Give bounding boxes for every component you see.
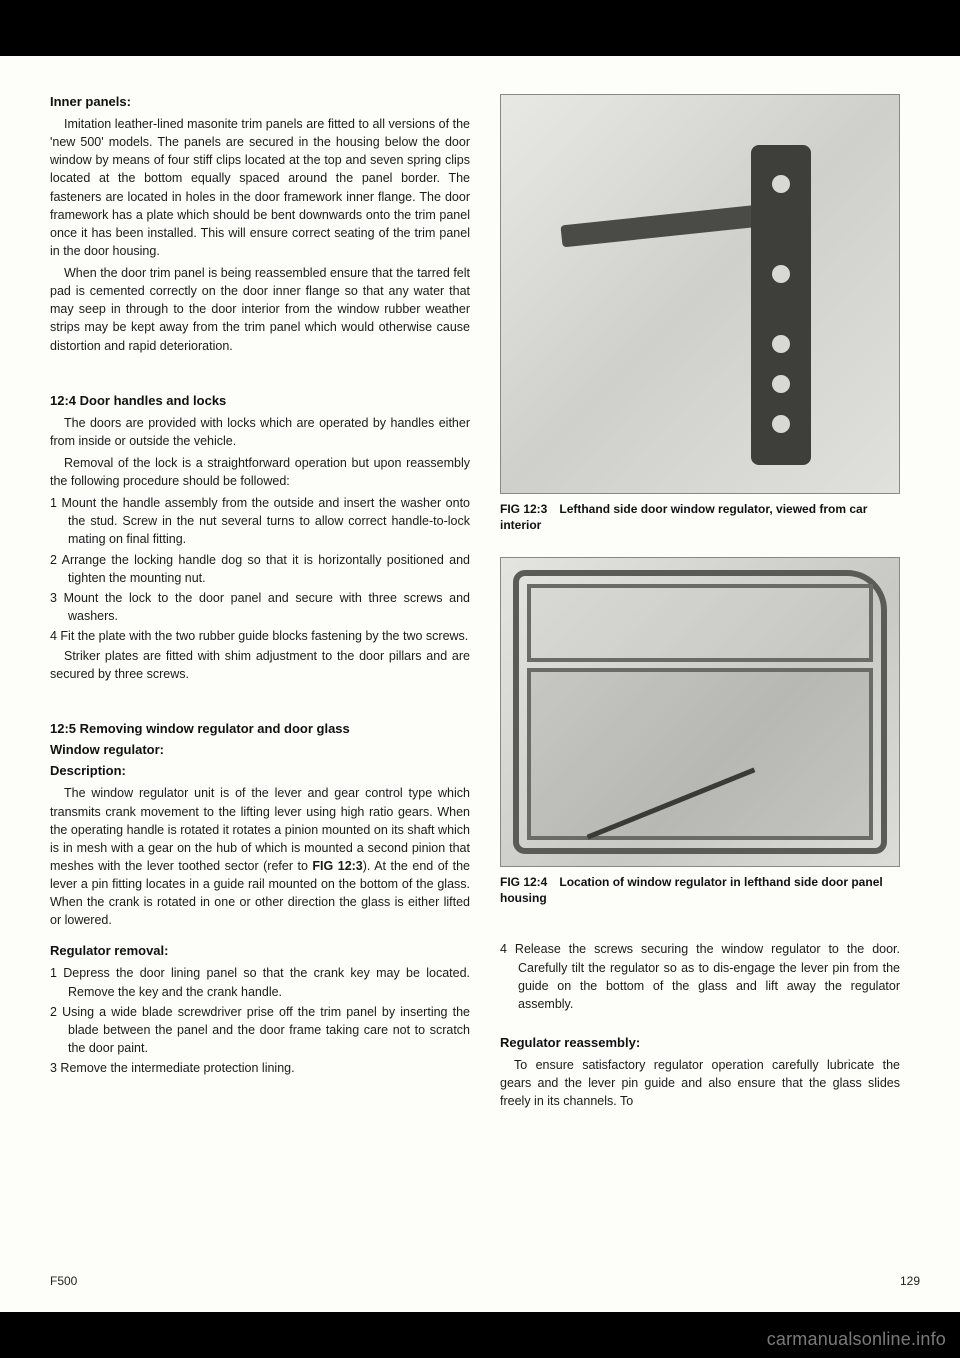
- para: The window regulator unit is of the leve…: [50, 784, 470, 929]
- left-column: Inner panels: Imitation leather-lined ma…: [50, 94, 470, 1282]
- fig-text: Location of window regulator in lefthand…: [500, 875, 883, 905]
- page-footer: F500 129: [50, 1274, 920, 1288]
- list-item: 3 Mount the lock to the door panel and s…: [50, 589, 470, 625]
- para: The doors are provided with locks which …: [50, 414, 470, 450]
- footer-page-number: 129: [900, 1274, 920, 1288]
- list-removal: 1 Depress the door lining panel so that …: [50, 964, 470, 1079]
- fig-lead: FIG 12:3: [500, 502, 547, 516]
- figure-12-3-caption: FIG 12:3Lefthand side door window regula…: [500, 502, 900, 533]
- para: When the door trim panel is being reasse…: [50, 264, 470, 355]
- list-item: 2 Arrange the locking handle dog so that…: [50, 551, 470, 587]
- fig-text: Lefthand side door window regulator, vie…: [500, 502, 867, 532]
- subheading-description: Description:: [50, 763, 470, 778]
- heading-12-4: 12:4 Door handles and locks: [50, 393, 470, 408]
- para: Removal of the lock is a straightforward…: [50, 454, 470, 490]
- list-12-4: 1 Mount the handle assembly from the out…: [50, 494, 470, 647]
- fig-lead: FIG 12:4: [500, 875, 547, 889]
- heading-inner-panels: Inner panels:: [50, 94, 470, 109]
- para: To ensure satisfactory regulator operati…: [500, 1056, 900, 1110]
- figure-12-3-image: [500, 94, 900, 494]
- para: Imitation leather-lined masonite trim pa…: [50, 115, 470, 260]
- list-item: 4 Fit the plate with the two rubber guid…: [50, 627, 470, 645]
- subheading-window-regulator: Window regulator:: [50, 742, 470, 757]
- footer-left: F500: [50, 1274, 77, 1288]
- door-inner-panel: [527, 668, 873, 840]
- subheading-regulator-removal: Regulator removal:: [50, 943, 470, 958]
- regulator-silhouette: [561, 115, 821, 475]
- subheading-regulator-reassembly: Regulator reassembly:: [500, 1035, 900, 1050]
- fig-ref: FIG 12:3: [312, 859, 362, 873]
- watermark: carmanualsonline.info: [767, 1329, 946, 1350]
- list-item: 4 Release the screws securing the window…: [500, 940, 900, 1013]
- right-column: FIG 12:3Lefthand side door window regula…: [500, 94, 900, 1282]
- list-removal-cont: 4 Release the screws securing the window…: [500, 940, 900, 1015]
- list-item: 3 Remove the intermediate protection lin…: [50, 1059, 470, 1077]
- list-item: 1 Mount the handle assembly from the out…: [50, 494, 470, 548]
- manual-page: Inner panels: Imitation leather-lined ma…: [0, 56, 960, 1312]
- figure-12-4-image: [500, 557, 900, 867]
- para: Striker plates are fitted with shim adju…: [50, 647, 470, 683]
- door-window-outline: [527, 584, 873, 662]
- heading-12-5: 12:5 Removing window regulator and door …: [50, 721, 470, 736]
- list-item: 2 Using a wide blade screwdriver prise o…: [50, 1003, 470, 1057]
- list-item: 1 Depress the door lining panel so that …: [50, 964, 470, 1000]
- figure-12-4-caption: FIG 12:4Location of window regulator in …: [500, 875, 900, 906]
